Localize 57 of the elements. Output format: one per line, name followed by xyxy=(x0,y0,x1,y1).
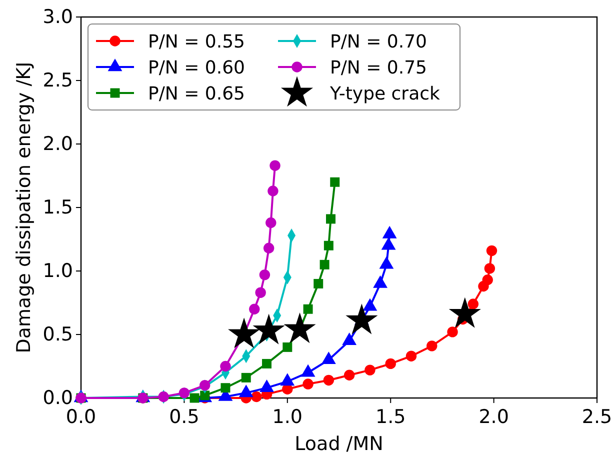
point xyxy=(262,358,272,368)
x-tick-label: 2.0 xyxy=(478,406,509,428)
legend-label: P/N = 0.75 xyxy=(330,57,427,78)
y-axis-title: Damage dissipation energy /KJ xyxy=(13,62,35,354)
point xyxy=(320,260,330,270)
point xyxy=(220,360,231,372)
point xyxy=(190,393,200,403)
point xyxy=(284,312,316,344)
point xyxy=(268,186,278,196)
point xyxy=(255,287,266,298)
point xyxy=(220,383,230,393)
point xyxy=(323,374,334,386)
legend-label: P/N = 0.65 xyxy=(148,83,245,104)
x-tick-label: 0.5 xyxy=(169,406,200,428)
point xyxy=(302,378,314,390)
y-tick-label: 2.0 xyxy=(42,133,73,156)
point xyxy=(251,391,262,402)
point xyxy=(270,160,280,171)
point xyxy=(324,240,334,250)
x-axis-title: Load /MN xyxy=(294,433,384,455)
point xyxy=(266,217,276,228)
point xyxy=(303,304,313,314)
point xyxy=(406,350,417,362)
point xyxy=(482,274,493,286)
y-tick-label: 3.0 xyxy=(42,6,73,28)
point xyxy=(346,304,378,334)
point xyxy=(249,304,260,314)
point xyxy=(199,380,210,391)
point xyxy=(364,364,376,376)
point xyxy=(241,372,251,382)
y-tick-label: 2.5 xyxy=(42,70,73,92)
x-tick-label: 1.5 xyxy=(375,406,406,428)
legend-label: P/N = 0.60 xyxy=(148,57,245,78)
point xyxy=(259,269,270,280)
point xyxy=(330,177,340,187)
x-tick-label: 2.5 xyxy=(582,406,612,428)
y-tick-label: 0.5 xyxy=(42,324,73,346)
point xyxy=(468,298,479,310)
point xyxy=(263,242,274,254)
point xyxy=(486,245,498,256)
legend-label: Y-type crack xyxy=(329,83,441,104)
point xyxy=(228,318,260,348)
legend-label: P/N = 0.55 xyxy=(148,31,245,52)
point xyxy=(178,388,190,398)
y-tick-label: 1.0 xyxy=(42,260,73,282)
point xyxy=(447,326,458,338)
point xyxy=(200,390,210,400)
point xyxy=(326,214,336,224)
point xyxy=(385,358,396,370)
point xyxy=(426,340,438,352)
point xyxy=(344,370,355,380)
y-tick-label: 1.5 xyxy=(42,196,73,219)
point xyxy=(484,263,496,274)
x-tick-label: 1.0 xyxy=(272,406,303,428)
legend-label: P/N = 0.70 xyxy=(330,31,427,52)
point xyxy=(282,342,292,352)
point xyxy=(314,278,324,288)
